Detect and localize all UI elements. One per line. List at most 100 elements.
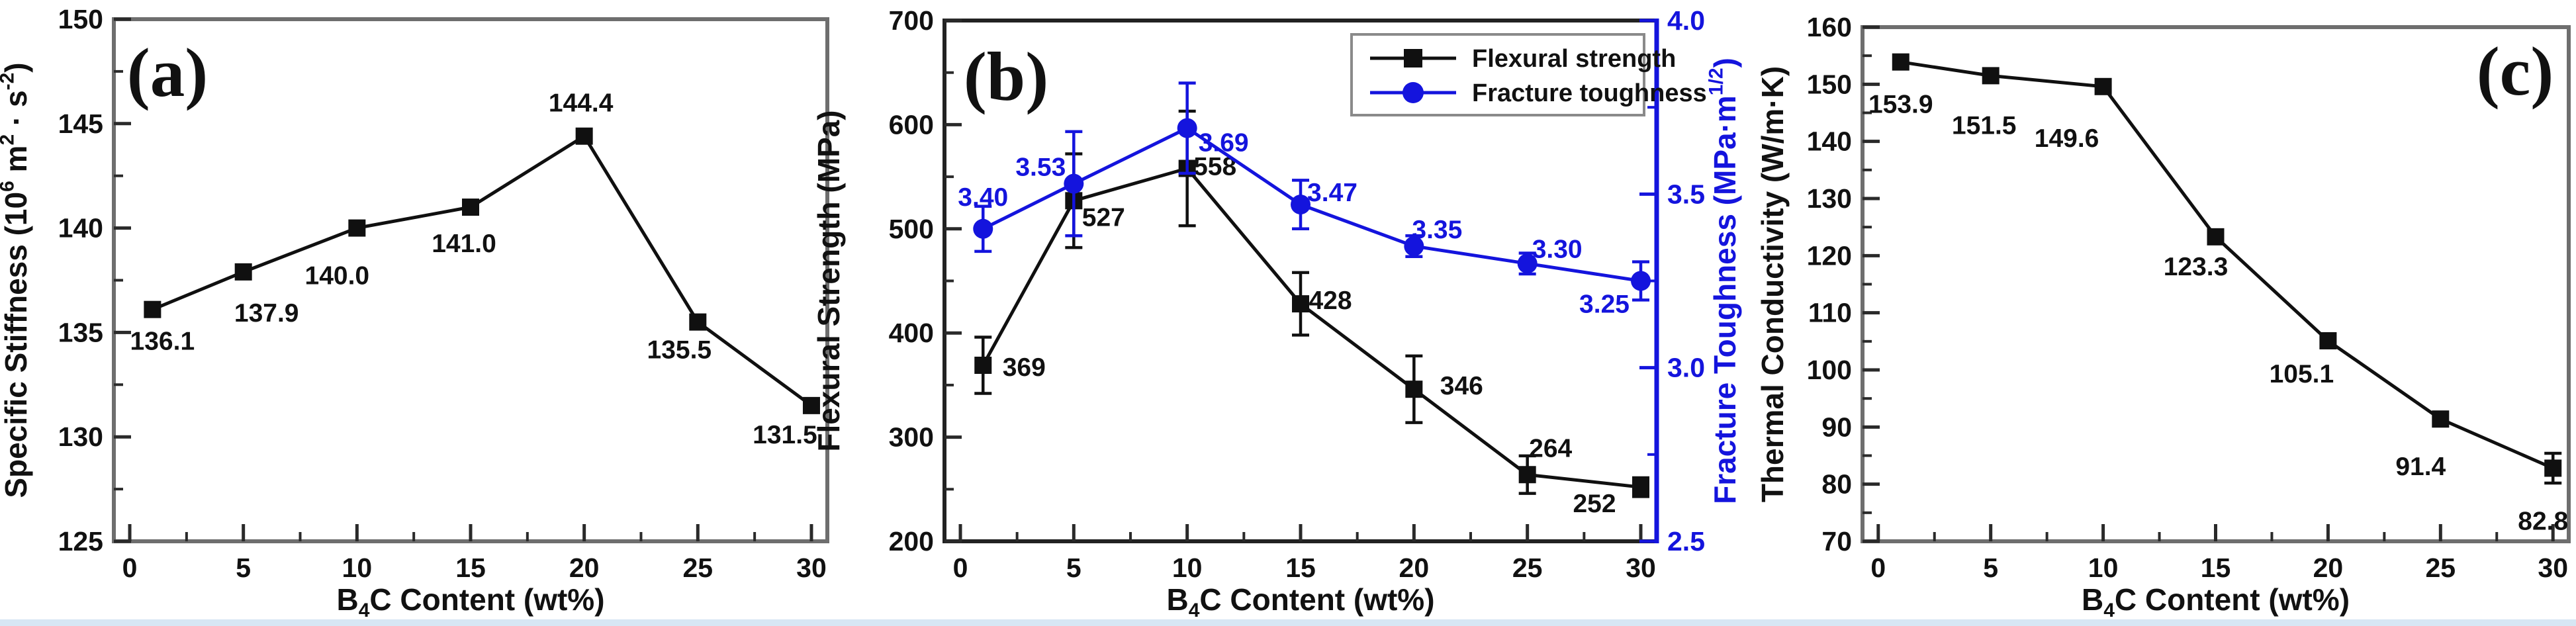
y-tick-label: 500: [889, 214, 934, 244]
y-tick-label: 130: [1807, 183, 1852, 214]
data-label: 3.53: [1015, 154, 1066, 182]
data-label: 346: [1440, 372, 1483, 400]
y-tick-label: 700: [889, 5, 934, 36]
data-point-marker: [1892, 53, 1909, 71]
y-tick-label: 600: [889, 109, 934, 140]
right-y-tick-label: 3.5: [1667, 179, 1705, 209]
legend-label: Fracture toughness: [1472, 79, 1707, 107]
panel-letter-b: (b): [964, 38, 1048, 115]
data-point-marker: [1177, 118, 1197, 138]
data-label: 123.3: [2164, 253, 2229, 281]
x-tick-label: 30: [2538, 553, 2568, 583]
y-tick-label: 150: [1807, 69, 1852, 99]
data-label: 105.1: [2270, 360, 2334, 388]
data-label: 144.4: [549, 89, 614, 118]
data-point-marker: [689, 313, 707, 331]
data-point-marker: [1291, 195, 1311, 215]
legend-marker-square: [1404, 49, 1422, 67]
data-point-marker: [973, 218, 993, 239]
data-label: 3.25: [1579, 291, 1630, 319]
data-point-marker: [2544, 459, 2562, 477]
y-tick-label: 80: [1821, 469, 1852, 500]
y-tick-label: 150: [58, 4, 103, 34]
x-tick-label: 10: [1172, 553, 1203, 583]
data-point-marker: [1064, 173, 1084, 194]
x-axis-title: B4C Content (wt%): [2082, 582, 2350, 621]
panel-b: 0 5 10 15 20 25 30 200 300 400 500 600 700 2.5 3.0 3.5 4…: [811, 5, 1742, 621]
right-y-tick-label: 3.0: [1667, 353, 1705, 383]
data-point-marker: [348, 219, 366, 237]
data-point-marker: [2432, 410, 2450, 428]
x-tick-label: 30: [1626, 553, 1656, 583]
data-label: 135.5: [647, 336, 712, 365]
data-point-marker: [1518, 466, 1536, 484]
panel-a: 0 5 10 15 20 25 30 125 130 135 140 145 150 136.1 137.9…: [0, 4, 829, 621]
data-label: 369: [1003, 353, 1046, 382]
data-label: 3.35: [1412, 216, 1462, 244]
x-tick-label: 20: [2313, 553, 2344, 583]
data-label: 252: [1573, 490, 1616, 518]
x-tick-label: 5: [236, 553, 251, 583]
y-tick-label: 90: [1821, 412, 1852, 442]
x-tick-label: 25: [2426, 553, 2456, 583]
data-label: 264: [1529, 434, 1572, 463]
right-y-tick-label: 2.5: [1667, 526, 1705, 557]
x-tick-label: 0: [953, 553, 968, 583]
data-point-marker: [802, 396, 820, 414]
data-point-marker: [2094, 77, 2112, 95]
y-tick-label: 130: [58, 422, 103, 452]
data-point-marker: [1404, 236, 1424, 257]
data-label: 428: [1309, 287, 1352, 315]
data-label: 131.5: [753, 421, 817, 449]
data-point-marker: [974, 356, 992, 374]
data-label: 151.5: [1952, 111, 2017, 140]
data-point-marker: [234, 263, 252, 281]
data-label: 3.40: [958, 183, 1008, 212]
legend-box: [1350, 33, 1645, 116]
x-tick-label: 5: [1983, 553, 1998, 583]
data-point-marker: [2319, 332, 2337, 349]
y-tick-label: 140: [58, 213, 103, 244]
x-axis-title: B4C Content (wt%): [1166, 582, 1434, 621]
panel-c: 0 5 10 15 20 25 30 70 80 90 100 110 120 130 140 150 160 1…: [1755, 12, 2571, 621]
data-point-marker: [1517, 253, 1538, 274]
panel-letter-c: (c): [2477, 32, 2554, 110]
right-y-tick-label: 4.0: [1667, 5, 1705, 36]
data-label: 137.9: [234, 299, 299, 328]
x-tick-label: 25: [683, 553, 713, 583]
x-tick-label: 5: [1066, 553, 1081, 583]
y-tick-label: 140: [1807, 126, 1852, 157]
data-label: 91.4: [2395, 453, 2446, 481]
x-tick-label: 10: [2088, 553, 2119, 583]
data-label: 141.0: [432, 230, 496, 258]
y-tick-label: 120: [1807, 240, 1852, 271]
data-label: 82.8: [2518, 507, 2568, 535]
data-point-marker: [1982, 67, 2000, 85]
right-y-axis-title: Fracture Toughness (MPa·m1/2): [1706, 58, 1742, 504]
data-label: 149.6: [2035, 124, 2099, 153]
x-tick-label: 30: [796, 553, 827, 583]
y-tick-label: 125: [58, 526, 103, 557]
bottom-edge-strip: [0, 619, 2576, 626]
data-point-marker: [575, 127, 593, 145]
data-label: 3.47: [1307, 179, 1357, 207]
panel-letter-a: (a): [127, 34, 208, 111]
data-point-marker: [1405, 380, 1423, 398]
data-point-marker: [2207, 228, 2225, 246]
data-point-marker: [1631, 271, 1651, 291]
x-tick-label: 25: [1512, 553, 1543, 583]
data-label: 140.0: [305, 262, 370, 291]
x-axis-title: B4C Content (wt%): [336, 582, 604, 621]
y-tick-label: 100: [1807, 355, 1852, 385]
y-axis-title: Flexural Strength (MPa): [811, 110, 846, 451]
y-tick-label: 110: [1808, 298, 1852, 328]
legend-label: Flexural strength: [1472, 45, 1676, 73]
data-point-marker: [1292, 295, 1309, 313]
legend-marker-circle: [1403, 82, 1424, 103]
x-tick-label: 10: [342, 553, 373, 583]
x-tick-label: 20: [569, 553, 600, 583]
data-label: 527: [1082, 203, 1125, 232]
